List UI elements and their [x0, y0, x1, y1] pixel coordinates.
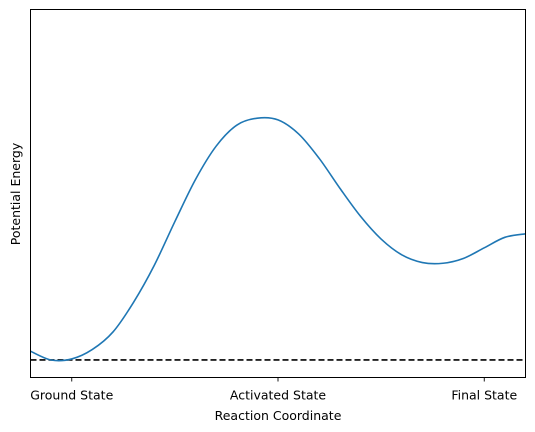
- x-tick-label: Final State: [451, 388, 517, 403]
- x-tick-label: Activated State: [230, 388, 327, 403]
- plot-area: [30, 116, 526, 362]
- x-axis-label: Reaction Coordinate: [215, 408, 342, 423]
- plot-background: [30, 9, 526, 378]
- plot-frame: [30, 9, 526, 378]
- y-axis-label: Potential Energy: [8, 142, 23, 245]
- x-tick-label: Ground State: [30, 388, 113, 403]
- energy-curve-series-line: [30, 116, 526, 362]
- x-axis-ticks: Ground State Activated State Final State: [30, 377, 517, 403]
